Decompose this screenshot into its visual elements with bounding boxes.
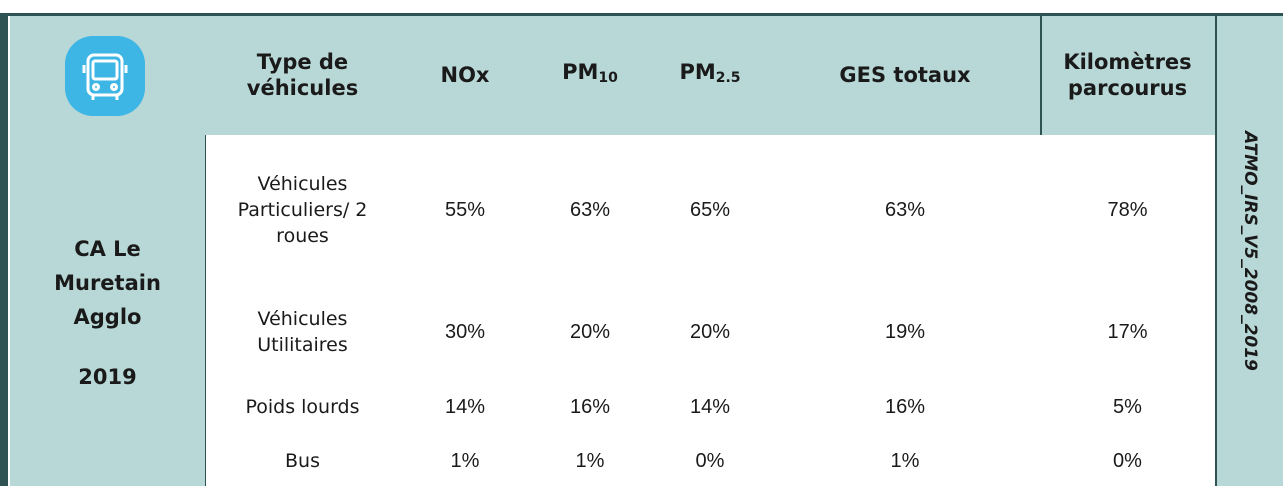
table-cell: 30%: [400, 285, 530, 378]
side-band: ATMO_IRS_V5_2008_2019: [1215, 15, 1283, 486]
row-label: Bus: [205, 435, 400, 486]
cell-text: 14%: [689, 395, 731, 418]
row-label: Poids lourds: [205, 378, 400, 435]
table-cell: 65%: [650, 135, 770, 285]
table-cell: 55%: [400, 135, 530, 285]
cell-text: 17%: [1107, 320, 1148, 343]
column-header-text: Type de véhicules: [238, 49, 368, 101]
cell-text: 16%: [569, 395, 611, 418]
table-cell: 19%: [770, 285, 1040, 378]
cell-text: 5%: [1113, 395, 1142, 418]
table-cell: 78%: [1040, 135, 1215, 285]
cell-text: 55%: [444, 199, 486, 221]
top-border: [0, 13, 1283, 16]
cell-text: 16%: [884, 395, 926, 418]
cell-text: 0%: [1113, 449, 1142, 472]
cell-text: 63%: [569, 199, 611, 221]
cell-text: 1%: [890, 449, 920, 472]
column-header: GES totaux: [770, 15, 1040, 135]
table-cell: 16%: [770, 378, 1040, 435]
cell-text: Poids lourds: [245, 395, 360, 418]
table-cell: 1%: [530, 435, 650, 486]
side-label: ATMO_IRS_V5_2008_2019: [1240, 130, 1260, 371]
column-divider: [205, 135, 206, 486]
territory-name: CA Le Muretain Agglo: [54, 236, 161, 329]
header-text: PM: [679, 60, 716, 84]
cell-text: 20%: [569, 320, 611, 343]
table-cell: 17%: [1040, 285, 1215, 378]
table-cell: 20%: [530, 285, 650, 378]
table-cell: 14%: [400, 378, 530, 435]
cell-text: Véhicules Utilitaires: [257, 307, 348, 356]
bus-icon: [40, 35, 170, 117]
cell-text: 0%: [695, 449, 725, 472]
header-text: NOx: [440, 63, 490, 87]
column-header: PM2.5: [650, 15, 770, 135]
table-cell: 0%: [650, 435, 770, 486]
table-cell: 63%: [530, 135, 650, 285]
header-divider: [1040, 15, 1042, 135]
left-border: [0, 15, 8, 486]
row-label: Véhicules Utilitaires: [205, 285, 400, 378]
header-band: [10, 15, 1215, 135]
column-header: Type de véhicules: [205, 15, 400, 135]
header-text: PM: [562, 60, 599, 84]
header-subscript: 2.5: [715, 70, 741, 86]
cell-text: 1%: [450, 449, 480, 472]
column-header: Kilomètres parcourus: [1040, 15, 1215, 135]
table-cell: 16%: [530, 378, 650, 435]
table-cell: 1%: [770, 435, 1040, 486]
header-text: GES totaux: [839, 63, 971, 87]
column-header-text: PM2.5: [679, 59, 740, 91]
territory-cell: CA Le Muretain Agglo 2019: [10, 135, 205, 486]
cell-text: 20%: [689, 320, 731, 343]
table-cell: 1%: [400, 435, 530, 486]
column-header-text: NOx: [441, 62, 490, 88]
cell-text: 19%: [884, 320, 926, 343]
column-header-text: GES totaux: [839, 62, 970, 88]
table-cell: 0%: [1040, 435, 1215, 486]
table-cell: 63%: [770, 135, 1040, 285]
row-label: Véhicules Particuliers/ 2 roues: [205, 135, 400, 285]
column-header-text: PM10: [562, 59, 618, 91]
column-header-text: Kilomètres parcourus: [1043, 49, 1213, 101]
cell-text: 65%: [689, 199, 731, 221]
cell-text: 63%: [884, 199, 926, 221]
table-cell: 14%: [650, 378, 770, 435]
table-cell: 5%: [1040, 378, 1215, 435]
header-subscript: 10: [598, 70, 618, 86]
column-header: PM10: [530, 15, 650, 135]
cell-text: Véhicules Particuliers/ 2 roues: [237, 173, 368, 247]
territory-year: 2019: [78, 364, 137, 389]
cell-text: 78%: [1107, 199, 1148, 221]
cell-text: Bus: [285, 449, 320, 472]
cell-text: 30%: [444, 320, 486, 343]
header-text: Type de véhicules: [246, 50, 359, 100]
cell-text: 1%: [575, 449, 605, 472]
header-text: Kilomètres parcourus: [1063, 50, 1192, 100]
table-cell: 20%: [650, 285, 770, 378]
cell-text: 14%: [444, 395, 486, 418]
bus-icon-svg: [65, 36, 145, 116]
column-header: NOx: [400, 15, 530, 135]
